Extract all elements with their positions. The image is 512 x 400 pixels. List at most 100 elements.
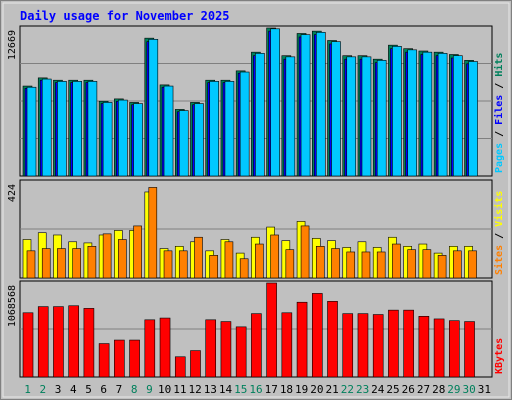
bar-sites-day-8 bbox=[133, 225, 142, 279]
bar-sites-day-27 bbox=[422, 249, 432, 279]
bar-pages-day-20 bbox=[315, 32, 326, 177]
x-tick-label: 21 bbox=[326, 383, 339, 396]
x-tick-label: 30 bbox=[463, 383, 476, 396]
bar-pages-day-24 bbox=[376, 60, 387, 177]
bar-kbytes-day-22 bbox=[342, 313, 354, 378]
x-tick-label: 1 bbox=[24, 383, 31, 396]
x-tick-label: 25 bbox=[386, 383, 399, 396]
bar-pages-day-16 bbox=[255, 53, 265, 177]
bar-sites-day-4 bbox=[72, 248, 81, 279]
bar-pages-day-9 bbox=[148, 39, 159, 177]
panel-hits_files_pages: 12669 Pages / Files / Hits bbox=[7, 25, 505, 177]
x-tick-label: 6 bbox=[100, 383, 107, 396]
bar-pages-day-6 bbox=[102, 102, 113, 177]
max-label-kbytes: 1068568 bbox=[7, 285, 18, 327]
bar-kbytes-day-11 bbox=[174, 356, 186, 378]
bar-sites-day-21 bbox=[331, 248, 340, 279]
bar-kbytes-day-10 bbox=[159, 317, 171, 378]
bar-sites-day-17 bbox=[270, 234, 279, 279]
panel-kbytes: 1068568 KBytes bbox=[7, 280, 505, 378]
legend-part: Hits bbox=[493, 53, 505, 77]
bar-kbytes-day-9 bbox=[144, 319, 156, 378]
bar-pages-day-21 bbox=[331, 41, 341, 177]
bar-kbytes-day-13 bbox=[205, 319, 217, 378]
bar-pages-day-10 bbox=[163, 85, 174, 177]
x-tick-label: 7 bbox=[116, 383, 123, 396]
bar-pages-day-26 bbox=[407, 49, 417, 177]
x-tick-label: 19 bbox=[295, 383, 308, 396]
bar-kbytes-day-5 bbox=[83, 308, 95, 378]
legend-hits_files_pages: Pages / Files / Hits bbox=[493, 53, 505, 173]
legend-part: KBytes bbox=[494, 338, 505, 374]
x-tick-label: 16 bbox=[249, 383, 262, 396]
x-tick-label: 17 bbox=[265, 383, 278, 396]
x-tick-label: 22 bbox=[341, 383, 354, 396]
bar-sites-day-5 bbox=[87, 246, 97, 279]
x-tick-label: 5 bbox=[85, 383, 92, 396]
bar-pages-day-13 bbox=[209, 81, 220, 177]
bar-sites-day-28 bbox=[437, 255, 447, 279]
bar-kbytes-day-7 bbox=[114, 339, 125, 378]
bar-sites-day-11 bbox=[178, 250, 188, 279]
legend-part: Sites bbox=[493, 245, 505, 275]
bar-sites-day-26 bbox=[407, 249, 416, 279]
x-tick-label: 26 bbox=[402, 383, 415, 396]
chart-panels: 12669 Pages / Files / Hits 424 Sites / Visi… bbox=[7, 25, 505, 378]
x-tick-label: 9 bbox=[146, 383, 153, 396]
x-tick-label: 14 bbox=[219, 383, 233, 396]
x-tick-label: 8 bbox=[131, 383, 138, 396]
bar-sites-day-1 bbox=[26, 250, 36, 279]
bar-kbytes-day-4 bbox=[68, 305, 79, 378]
bar-pages-day-25 bbox=[392, 46, 402, 177]
bar-pages-day-23 bbox=[361, 56, 372, 177]
legend-part: / bbox=[494, 125, 505, 143]
bar-sites-day-6 bbox=[102, 233, 112, 279]
bar-kbytes-day-25 bbox=[388, 309, 399, 378]
bar-pages-day-29 bbox=[453, 55, 463, 177]
bar-sites-day-10 bbox=[163, 250, 173, 279]
bar-pages-day-19 bbox=[300, 34, 311, 177]
bar-pages-day-7 bbox=[118, 99, 128, 177]
x-tick-label: 10 bbox=[158, 383, 171, 396]
legend-kbytes: KBytes bbox=[494, 338, 505, 374]
bar-sites-day-12 bbox=[194, 236, 203, 279]
bar-kbytes-day-6 bbox=[98, 343, 110, 378]
bar-sites-day-25 bbox=[392, 243, 401, 279]
x-axis-labels: 1 2 3 4 5 6 7 8 9 10 11 12 13 14 15 16 17 18 19 20 21 22 23 24 2… bbox=[24, 383, 491, 396]
bar-kbytes-day-24 bbox=[372, 314, 384, 378]
bar-sites-day-15 bbox=[239, 258, 249, 279]
x-tick-label: 13 bbox=[204, 383, 217, 396]
x-tick-label: 27 bbox=[417, 383, 430, 396]
bar-pages-day-4 bbox=[72, 81, 82, 177]
bar-sites-day-16 bbox=[255, 243, 264, 279]
bar-sites-day-24 bbox=[376, 251, 386, 279]
x-tick-label: 15 bbox=[234, 383, 247, 396]
bar-kbytes-day-23 bbox=[357, 313, 369, 378]
x-tick-label: 29 bbox=[447, 383, 460, 396]
bar-sites-day-29 bbox=[453, 250, 462, 279]
bar-pages-day-12 bbox=[194, 103, 204, 177]
bar-kbytes-day-1 bbox=[22, 312, 34, 378]
bar-kbytes-day-16 bbox=[251, 313, 262, 378]
legend-part: Pages bbox=[494, 143, 505, 173]
legend-part: Files bbox=[493, 95, 505, 125]
x-tick-label: 23 bbox=[356, 383, 369, 396]
bar-kbytes-day-19 bbox=[296, 301, 308, 378]
x-tick-label: 4 bbox=[70, 383, 77, 396]
bar-sites-day-20 bbox=[315, 246, 325, 279]
bar-kbytes-day-27 bbox=[418, 316, 430, 378]
bar-kbytes-day-21 bbox=[327, 301, 338, 378]
bar-kbytes-day-18 bbox=[281, 312, 293, 378]
bar-pages-day-17 bbox=[270, 28, 280, 177]
bar-sites-day-3 bbox=[57, 248, 66, 279]
x-tick-label: 31 bbox=[478, 383, 491, 396]
bar-pages-day-28 bbox=[437, 53, 448, 177]
x-tick-label: 28 bbox=[432, 383, 445, 396]
bar-sites-day-22 bbox=[346, 251, 356, 279]
bar-sites-day-18 bbox=[285, 249, 295, 279]
x-tick-label: 18 bbox=[280, 383, 293, 396]
bar-kbytes-day-15 bbox=[235, 326, 247, 378]
bar-pages-day-8 bbox=[133, 103, 143, 177]
